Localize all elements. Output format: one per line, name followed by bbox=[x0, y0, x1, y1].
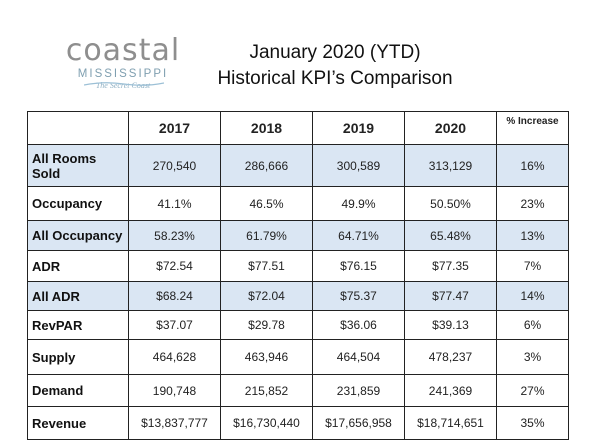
value-cell: $75.37 bbox=[312, 281, 405, 311]
value-cell: 215,852 bbox=[220, 374, 313, 407]
value-cell: 190,748 bbox=[128, 374, 221, 407]
header-2018: 2018 bbox=[220, 111, 313, 145]
value-cell: 49.9% bbox=[312, 186, 405, 221]
table-row: Revenue $13,837,777 $16,730,440 $17,656,958… bbox=[27, 406, 569, 440]
kpi-comparison-table: 2017 2018 2019 2020 % Increase All Rooms… bbox=[27, 111, 569, 440]
header-2017: 2017 bbox=[128, 111, 221, 145]
value-cell: $18,714,651 bbox=[404, 406, 497, 440]
value-cell: 463,946 bbox=[220, 339, 313, 375]
value-cell: 313,129 bbox=[404, 144, 497, 187]
value-cell: 50.50% bbox=[404, 186, 497, 221]
value-cell: 300,589 bbox=[312, 144, 405, 187]
pct-increase-cell: 27% bbox=[496, 374, 569, 407]
value-cell: $72.04 bbox=[220, 281, 313, 311]
pct-increase-cell: 7% bbox=[496, 250, 569, 282]
value-cell: $77.47 bbox=[404, 281, 497, 311]
table-row: RevPAR $37.07 $29.78 $36.06 $39.13 6% bbox=[27, 310, 569, 340]
row-label: RevPAR bbox=[27, 310, 129, 340]
value-cell: 464,504 bbox=[312, 339, 405, 375]
logo-state: MISSISSIPPI bbox=[77, 68, 169, 80]
row-label: Supply bbox=[27, 339, 129, 375]
row-label: Occupancy bbox=[27, 186, 129, 221]
value-cell: 58.23% bbox=[128, 220, 221, 251]
table-header-row: 2017 2018 2019 2020 % Increase bbox=[27, 111, 569, 145]
value-cell: $17,656,958 bbox=[312, 406, 405, 440]
value-cell: 270,540 bbox=[128, 144, 221, 187]
header-2019: 2019 bbox=[312, 111, 405, 145]
coastal-mississippi-logo: coastal MISSISSIPPI The Secret Coast bbox=[58, 36, 188, 98]
table-row: All ADR $68.24 $72.04 $75.37 $77.47 14% bbox=[27, 281, 569, 311]
value-cell: 41.1% bbox=[128, 186, 221, 221]
value-cell: 46.5% bbox=[220, 186, 313, 221]
value-cell: 64.71% bbox=[312, 220, 405, 251]
value-cell: $37.07 bbox=[128, 310, 221, 340]
value-cell: 65.48% bbox=[404, 220, 497, 251]
pct-increase-cell: 6% bbox=[496, 310, 569, 340]
pct-increase-cell: 13% bbox=[496, 220, 569, 251]
pct-increase-cell: 3% bbox=[496, 339, 569, 375]
row-label: Demand bbox=[27, 374, 129, 407]
header-2020: 2020 bbox=[404, 111, 497, 145]
value-cell: $72.54 bbox=[128, 250, 221, 282]
value-cell: $36.06 bbox=[312, 310, 405, 340]
wave-icon bbox=[84, 82, 164, 86]
pct-increase-cell: 35% bbox=[496, 406, 569, 440]
title-line-1: January 2020 (YTD) bbox=[249, 42, 421, 63]
table-row: ADR $72.54 $77.51 $76.15 $77.35 7% bbox=[27, 250, 569, 282]
header-cell-empty bbox=[27, 111, 129, 145]
title-line-2: Historical KPI’s Comparison bbox=[217, 68, 453, 89]
value-cell: 464,628 bbox=[128, 339, 221, 375]
logo-tagline: The Secret Coast bbox=[95, 81, 151, 90]
value-cell: $16,730,440 bbox=[220, 406, 313, 440]
row-label: All ADR bbox=[27, 281, 129, 311]
page-title: January 2020 (YTD) Historical KPI’s Comp… bbox=[205, 40, 465, 92]
pct-increase-cell: 23% bbox=[496, 186, 569, 221]
value-cell: $77.35 bbox=[404, 250, 497, 282]
value-cell: 231,859 bbox=[312, 374, 405, 407]
value-cell: 241,369 bbox=[404, 374, 497, 407]
row-label: Revenue bbox=[27, 406, 129, 440]
table-row: All Rooms Sold 270,540 286,666 300,589 313,1… bbox=[27, 144, 569, 187]
value-cell: $39.13 bbox=[404, 310, 497, 340]
value-cell: 478,237 bbox=[404, 339, 497, 375]
table-row: All Occupancy 58.23% 61.79% 64.71% 65.48% 13% bbox=[27, 220, 569, 251]
header-pct-increase: % Increase bbox=[496, 111, 569, 145]
pct-increase-cell: 14% bbox=[496, 281, 569, 311]
value-cell: $13,837,777 bbox=[128, 406, 221, 440]
value-cell: $76.15 bbox=[312, 250, 405, 282]
row-label: All Occupancy bbox=[27, 220, 129, 251]
table-row: Occupancy 41.1% 46.5% 49.9% 50.50% 23% bbox=[27, 186, 569, 221]
value-cell: 286,666 bbox=[220, 144, 313, 187]
value-cell: 61.79% bbox=[220, 220, 313, 251]
value-cell: $77.51 bbox=[220, 250, 313, 282]
logo-wordmark: coastal bbox=[65, 33, 181, 68]
pct-increase-cell: 16% bbox=[496, 144, 569, 187]
value-cell: $68.24 bbox=[128, 281, 221, 311]
value-cell: $29.78 bbox=[220, 310, 313, 340]
row-label: All Rooms Sold bbox=[27, 144, 129, 187]
row-label: ADR bbox=[27, 250, 129, 282]
table-row: Demand 190,748 215,852 231,859 241,369 27% bbox=[27, 374, 569, 407]
table-row: Supply 464,628 463,946 464,504 478,237 3% bbox=[27, 339, 569, 375]
